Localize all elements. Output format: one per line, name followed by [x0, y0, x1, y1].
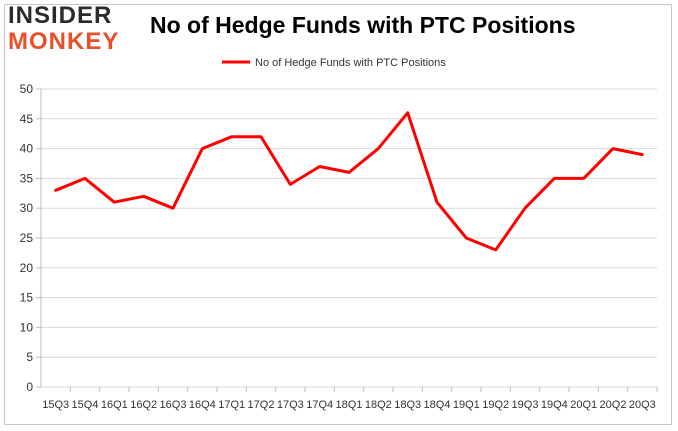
x-tick-label: 16Q2 [130, 399, 157, 411]
data-point [495, 249, 497, 251]
y-tick-label: 20 [20, 261, 34, 275]
data-point [84, 177, 86, 179]
data-point [348, 171, 350, 173]
x-tick-label: 19Q1 [453, 399, 480, 411]
data-point [407, 112, 409, 114]
x-tick-label: 18Q1 [336, 399, 363, 411]
y-tick-label: 40 [20, 142, 34, 156]
y-tick-label: 50 [20, 82, 34, 96]
y-tick-label: 0 [26, 380, 33, 394]
chart-title: No of Hedge Funds with PTC Positions [150, 12, 576, 38]
data-point [260, 136, 262, 138]
y-tick-label: 30 [20, 201, 34, 215]
data-point [465, 237, 467, 239]
y-tick-label: 15 [20, 291, 34, 305]
x-tick-label: 17Q4 [306, 399, 333, 411]
x-tick-label: 20Q1 [570, 399, 597, 411]
x-tick-label: 18Q3 [394, 399, 421, 411]
chart-frame [4, 4, 672, 425]
x-tick-label: 16Q3 [160, 399, 187, 411]
x-tick-label: 17Q3 [277, 399, 304, 411]
data-point [172, 207, 174, 209]
y-tick-label: 25 [20, 231, 34, 245]
data-point [524, 207, 526, 209]
y-tick-label: 10 [20, 320, 34, 334]
x-tick-label: 20Q2 [600, 399, 627, 411]
x-tick-label: 20Q3 [629, 399, 656, 411]
data-point [143, 195, 145, 197]
logo-line-2: MONKEY [8, 28, 120, 55]
data-point [113, 201, 115, 203]
data-point [201, 148, 203, 150]
y-tick-label: 35 [20, 171, 34, 185]
x-tick-label: 17Q1 [218, 399, 245, 411]
data-point [377, 148, 379, 150]
x-tick-label: 15Q4 [72, 399, 99, 411]
x-tick-label: 15Q3 [42, 399, 69, 411]
insider-monkey-logo: INSIDER MONKEY [8, 4, 119, 54]
data-point [289, 183, 291, 185]
x-tick-label: 19Q4 [541, 399, 568, 411]
data-point [55, 189, 57, 191]
x-tick-label: 16Q1 [101, 399, 128, 411]
legend-label: No of Hedge Funds with PTC Positions [255, 57, 446, 69]
data-point [583, 177, 585, 179]
x-tick-label: 17Q2 [248, 399, 275, 411]
data-point [612, 148, 614, 150]
x-tick-label: 19Q2 [482, 399, 509, 411]
x-tick-label: 18Q2 [365, 399, 392, 411]
y-tick-label: 45 [20, 112, 34, 126]
x-tick-label: 19Q3 [512, 399, 539, 411]
x-tick-label: 18Q4 [424, 399, 451, 411]
data-point [436, 201, 438, 203]
series-line [54, 111, 644, 252]
data-point [553, 177, 555, 179]
logo-line-1: INSIDER [8, 2, 113, 29]
data-point [319, 165, 321, 167]
y-tick-label: 5 [26, 350, 33, 364]
data-point [641, 154, 643, 156]
x-tick-label: 16Q4 [189, 399, 216, 411]
data-point [231, 136, 233, 138]
